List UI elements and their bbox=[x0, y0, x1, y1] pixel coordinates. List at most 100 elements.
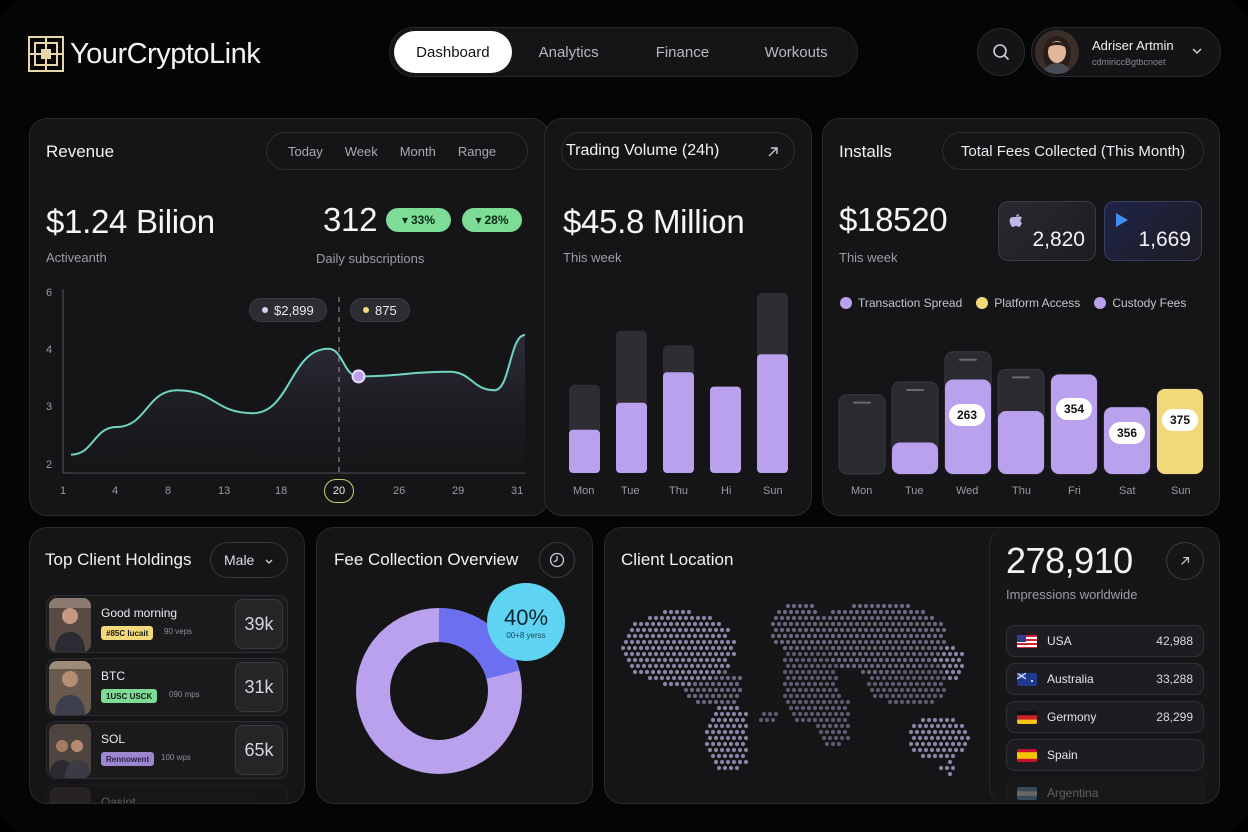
search-button[interactable] bbox=[977, 28, 1025, 76]
map-dot bbox=[698, 669, 704, 675]
map-dot bbox=[872, 609, 878, 615]
map-dot bbox=[929, 663, 935, 669]
map-dot bbox=[707, 639, 713, 645]
map-dot bbox=[656, 657, 662, 663]
map-dot bbox=[917, 675, 923, 681]
map-dot bbox=[794, 645, 800, 651]
map-dot bbox=[857, 663, 863, 669]
map-dot bbox=[824, 633, 830, 639]
map-dot bbox=[902, 621, 908, 627]
play-installs-tile[interactable]: 1,669 bbox=[1104, 201, 1202, 261]
map-dot bbox=[890, 657, 896, 663]
country-row-spain[interactable]: Spain bbox=[1006, 739, 1204, 771]
map-dot bbox=[860, 645, 866, 651]
tab-analytics[interactable]: Analytics bbox=[538, 43, 599, 61]
map-dot bbox=[944, 729, 950, 735]
map-dot bbox=[698, 633, 704, 639]
client-row[interactable]: BTC 1USC USCK 090 mps 31k bbox=[46, 658, 288, 716]
map-dot bbox=[938, 669, 944, 675]
holdings-filter-select[interactable]: Male bbox=[210, 542, 288, 578]
map-dot bbox=[797, 651, 803, 657]
map-dot bbox=[785, 675, 791, 681]
map-dot bbox=[683, 615, 689, 621]
tab-workouts[interactable]: Workouts bbox=[764, 43, 828, 61]
map-dot bbox=[722, 729, 728, 735]
country-row-argentina[interactable]: Argentina bbox=[1006, 777, 1204, 803]
map-dot bbox=[842, 609, 848, 615]
chevron-down-icon[interactable] bbox=[1190, 44, 1204, 58]
country-row-usa[interactable]: USA 42,988 bbox=[1006, 625, 1204, 657]
map-dot bbox=[917, 699, 923, 705]
map-dot bbox=[701, 639, 707, 645]
range-today[interactable]: Today bbox=[288, 143, 323, 159]
map-dot bbox=[962, 729, 968, 735]
clock-button[interactable] bbox=[539, 542, 575, 578]
map-dot bbox=[707, 651, 713, 657]
client-row-faded[interactable]: Oasiot bbox=[46, 784, 288, 803]
tab-finance[interactable]: Finance bbox=[655, 43, 710, 61]
play-installs-count: 1,669 bbox=[1138, 228, 1191, 251]
client-row[interactable]: SOL Rennowent 100 wps 65k bbox=[46, 721, 288, 779]
map-dot bbox=[863, 663, 869, 669]
map-dot bbox=[683, 651, 689, 657]
range-week[interactable]: Week bbox=[344, 143, 378, 159]
map-dot bbox=[713, 759, 719, 765]
map-dot bbox=[788, 669, 794, 675]
range-month[interactable]: Month bbox=[399, 143, 436, 159]
map-dot bbox=[680, 669, 686, 675]
total-fees-button[interactable]: Total Fees Collected (This Month) bbox=[942, 132, 1204, 170]
map-dot bbox=[743, 723, 749, 729]
map-dot bbox=[785, 603, 791, 609]
map-dot bbox=[920, 729, 926, 735]
map-dot bbox=[701, 663, 707, 669]
trading-title-pill[interactable]: Trading Volume (24h) bbox=[561, 132, 795, 170]
map-dot bbox=[830, 705, 836, 711]
map-dot bbox=[917, 651, 923, 657]
map-dot bbox=[725, 651, 731, 657]
range-range[interactable]: Range bbox=[457, 143, 497, 159]
tab-dashboard[interactable]: Dashboard bbox=[394, 31, 512, 73]
map-dot bbox=[650, 633, 656, 639]
map-dot bbox=[671, 675, 677, 681]
user-menu[interactable]: Adriser Artmin cdmiriccBgtbcnoet bbox=[1031, 27, 1221, 77]
map-dot bbox=[938, 753, 944, 759]
map-dot bbox=[791, 603, 797, 609]
open-location-button[interactable] bbox=[1166, 542, 1204, 580]
apple-installs-tile[interactable]: 2,820 bbox=[998, 201, 1096, 261]
country-row-australia[interactable]: Australia 33,288 bbox=[1006, 663, 1204, 695]
map-dot bbox=[794, 609, 800, 615]
installs-legend: Transaction Spread Platform Access Custo… bbox=[840, 296, 1186, 310]
map-dot bbox=[647, 651, 653, 657]
map-dot bbox=[710, 753, 716, 759]
map-dot bbox=[797, 663, 803, 669]
map-dot bbox=[704, 669, 710, 675]
map-dot bbox=[920, 657, 926, 663]
map-dot bbox=[914, 669, 920, 675]
map-dot bbox=[848, 621, 854, 627]
map-dot bbox=[674, 621, 680, 627]
map-dot bbox=[956, 669, 962, 675]
map-dot bbox=[719, 675, 725, 681]
map-dot bbox=[866, 645, 872, 651]
country-row-germany[interactable]: Germony 28,299 bbox=[1006, 701, 1204, 733]
map-dot bbox=[806, 621, 812, 627]
map-dot bbox=[887, 675, 893, 681]
donut-slice-collected bbox=[356, 608, 522, 774]
x-tick-selected[interactable]: 20 bbox=[324, 479, 354, 503]
map-dot bbox=[680, 633, 686, 639]
map-dot bbox=[884, 633, 890, 639]
map-dot bbox=[923, 723, 929, 729]
map-dot bbox=[794, 633, 800, 639]
client-value: 31k bbox=[235, 662, 283, 712]
map-dot bbox=[929, 615, 935, 621]
holdings-title: Top Client Holdings bbox=[45, 550, 192, 569]
map-dot bbox=[899, 603, 905, 609]
map-dot bbox=[938, 621, 944, 627]
map-dot bbox=[773, 615, 779, 621]
map-dot bbox=[677, 651, 683, 657]
client-row[interactable]: Good morning #85C lucait 90 veps 39k bbox=[46, 595, 288, 653]
map-dot bbox=[854, 609, 860, 615]
map-dot bbox=[887, 651, 893, 657]
brand-logo[interactable]: YourCryptoLink bbox=[28, 36, 261, 72]
map-dot bbox=[899, 615, 905, 621]
